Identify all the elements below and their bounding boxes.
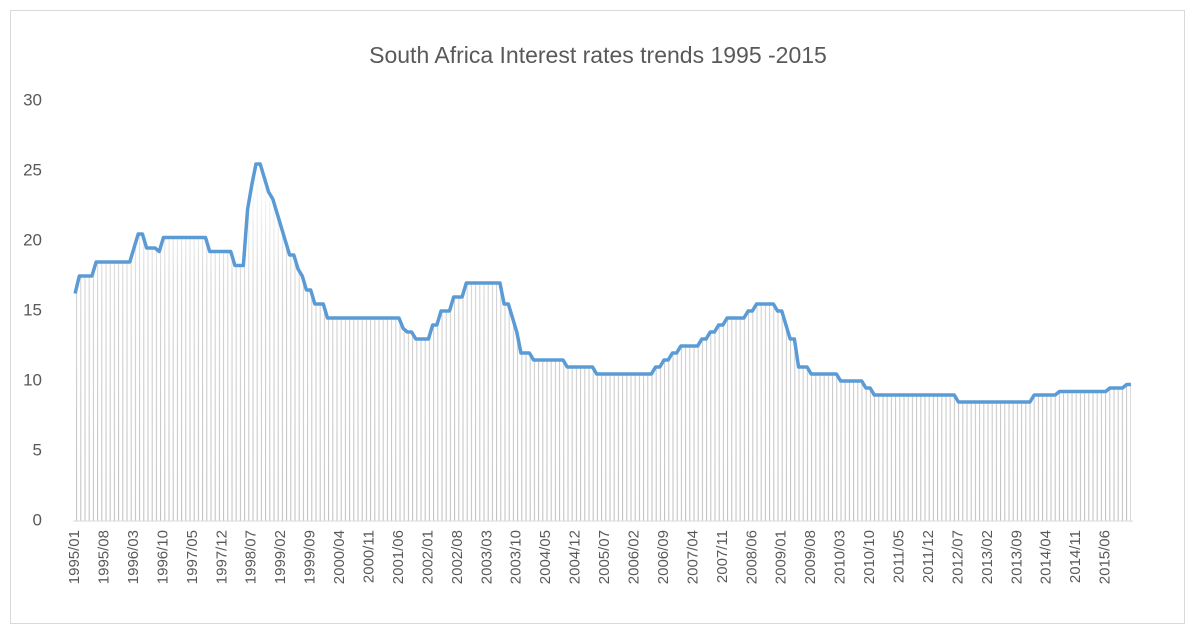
x-tick-label: 2011/05 [891, 530, 908, 583]
x-tick-label: 2005/07 [596, 530, 613, 584]
x-tick-label: 2006/02 [626, 530, 643, 584]
x-tick-label: 2004/12 [567, 530, 584, 584]
x-tick-label: 2014/04 [1038, 530, 1055, 584]
x-tick-label: 2010/03 [832, 530, 849, 584]
y-tick-label: 20 [23, 230, 42, 249]
x-tick-label: 1997/05 [184, 530, 201, 584]
y-tick-label: 15 [23, 300, 42, 319]
x-tick-label: 2010/10 [861, 530, 878, 584]
x-tick-label: 2007/11 [714, 530, 731, 583]
x-tick-label: 2009/08 [802, 530, 819, 584]
x-tick-label: 1995/01 [66, 530, 83, 584]
x-tick-label: 2011/12 [920, 530, 937, 583]
x-tick-label: 2013/02 [979, 530, 996, 584]
x-tick-label: 1998/07 [243, 530, 260, 584]
y-tick-label: 30 [23, 90, 42, 109]
area-fade [75, 164, 1131, 521]
x-tick-label: 2008/06 [743, 530, 760, 584]
y-tick-label: 25 [23, 160, 42, 179]
x-tick-label: 2009/01 [773, 530, 790, 584]
y-tick-label: 5 [33, 440, 42, 459]
x-tick-label: 2015/06 [1097, 530, 1114, 584]
x-tick-label: 2006/09 [655, 530, 672, 584]
x-tick-label: 2013/09 [1008, 530, 1025, 584]
x-tick-label: 1996/10 [154, 530, 171, 584]
chart-title: South Africa Interest rates trends 1995 … [369, 42, 827, 68]
x-tick-label: 2012/07 [949, 530, 966, 584]
x-tick-label: 2004/05 [537, 530, 554, 584]
x-tick-label: 2003/03 [478, 530, 495, 584]
x-tick-label: 1995/08 [96, 530, 113, 584]
x-tick-label: 2000/04 [331, 530, 348, 584]
x-tick-label: 2014/11 [1067, 530, 1084, 583]
x-tick-label: 2002/08 [449, 530, 466, 584]
y-tick-label: 0 [33, 510, 42, 529]
x-tick-label: 2000/11 [361, 530, 378, 583]
x-tick-label: 1996/03 [125, 530, 142, 584]
y-tick-label: 10 [23, 370, 42, 389]
x-tick-label: 1999/09 [302, 530, 319, 584]
x-tick-label: 2003/10 [508, 530, 525, 584]
x-tick-label: 2002/01 [419, 530, 436, 584]
line [73, 162, 1131, 404]
x-tick-label: 2007/04 [684, 530, 701, 584]
x-tick-label: 1997/12 [213, 530, 230, 584]
x-tick-label: 2001/06 [390, 530, 407, 584]
x-tick-label: 1999/02 [272, 530, 289, 584]
